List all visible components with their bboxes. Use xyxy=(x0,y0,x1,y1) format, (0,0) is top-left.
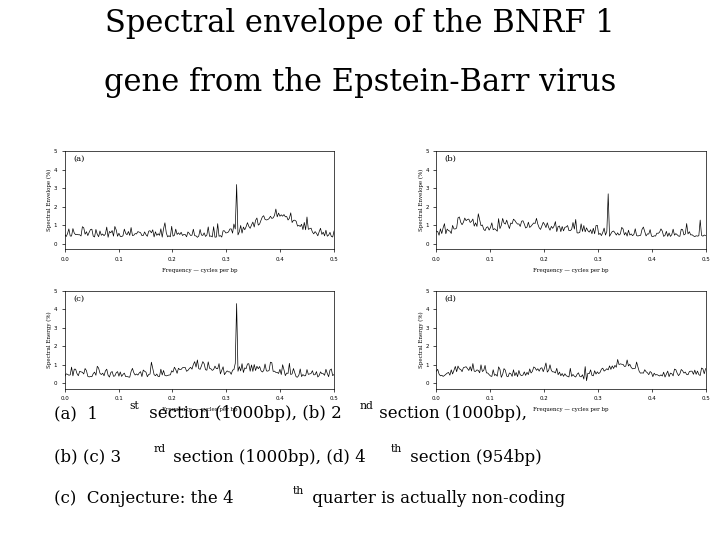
Text: rd: rd xyxy=(153,444,166,454)
Text: section (954bp): section (954bp) xyxy=(405,449,541,465)
Text: (b) (c) 3: (b) (c) 3 xyxy=(54,449,121,465)
Text: section (1000bp), (b) 2: section (1000bp), (b) 2 xyxy=(144,406,342,422)
X-axis label: Frequency — cycles per bp: Frequency — cycles per bp xyxy=(534,268,608,273)
Text: (a)  1: (a) 1 xyxy=(54,406,98,422)
Y-axis label: Spectral Energy (%): Spectral Energy (%) xyxy=(47,312,53,368)
Y-axis label: Spectral Envelope (%): Spectral Envelope (%) xyxy=(418,169,424,232)
X-axis label: Frequency — cycles per bp: Frequency — cycles per bp xyxy=(534,407,608,412)
Text: quarter is actually non-coding: quarter is actually non-coding xyxy=(307,490,565,507)
Text: (b): (b) xyxy=(444,155,456,163)
Text: section (1000bp),: section (1000bp), xyxy=(374,406,528,422)
Text: th: th xyxy=(292,485,304,496)
Text: st: st xyxy=(130,401,140,411)
Text: (a): (a) xyxy=(73,155,84,163)
Y-axis label: Spectral Energy (%): Spectral Energy (%) xyxy=(418,312,424,368)
X-axis label: Frequency — cycles per bp: Frequency — cycles per bp xyxy=(162,407,237,412)
Text: Spectral envelope of the BNRF 1: Spectral envelope of the BNRF 1 xyxy=(105,8,615,39)
Text: section (1000bp), (d) 4: section (1000bp), (d) 4 xyxy=(168,449,366,465)
Text: nd: nd xyxy=(360,401,374,411)
Text: (d): (d) xyxy=(444,294,456,302)
Text: th: th xyxy=(390,444,402,454)
Text: (c)  Conjecture: the 4: (c) Conjecture: the 4 xyxy=(54,490,233,507)
Text: (c): (c) xyxy=(73,294,84,302)
Y-axis label: Spectral Envelope (%): Spectral Envelope (%) xyxy=(47,169,53,232)
Text: gene from the Epstein-Barr virus: gene from the Epstein-Barr virus xyxy=(104,68,616,98)
X-axis label: Frequency — cycles per bp: Frequency — cycles per bp xyxy=(162,268,237,273)
